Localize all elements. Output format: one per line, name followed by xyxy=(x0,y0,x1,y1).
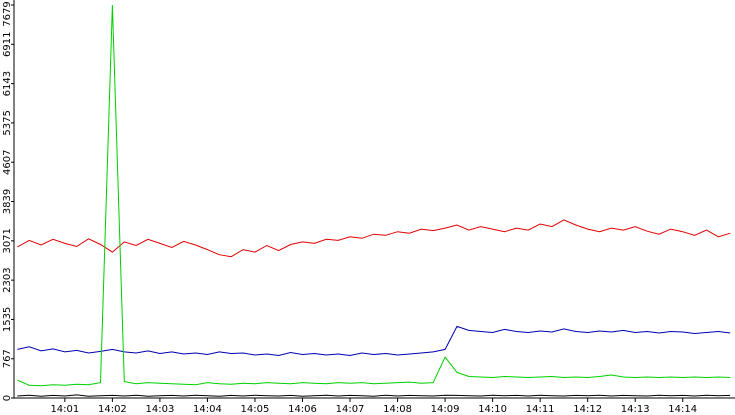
x-tick-label: 14:11 xyxy=(526,404,555,415)
x-tick-label: 14:12 xyxy=(573,404,602,415)
series-line xyxy=(17,4,731,387)
x-tick-label: 14:05 xyxy=(241,404,270,415)
series-line xyxy=(17,325,731,357)
x-tick-label: 14:09 xyxy=(431,404,460,415)
x-tick-label: 14:07 xyxy=(336,404,365,415)
x-tick-label: 14:03 xyxy=(145,404,174,415)
y-tick-label: 2303 xyxy=(2,267,13,292)
x-tick-label: 14:04 xyxy=(193,404,222,415)
x-tick-label: 14:14 xyxy=(668,404,697,415)
y-tick-label: 0 xyxy=(2,395,13,401)
y-tick-label: 7679 xyxy=(2,1,13,26)
x-tick-label: 14:02 xyxy=(98,404,127,415)
y-tick-label: 6911 xyxy=(2,32,13,57)
y-tick-label: 1535 xyxy=(2,307,13,332)
x-tick-label: 14:13 xyxy=(621,404,650,415)
x-tick-label: 14:01 xyxy=(50,404,79,415)
y-tick-label: 6143 xyxy=(2,71,13,96)
series-line xyxy=(17,394,731,397)
series-line xyxy=(17,219,731,258)
y-tick-label: 5375 xyxy=(2,110,13,135)
x-tick-label: 14:10 xyxy=(478,404,507,415)
y-tick-label: 4607 xyxy=(2,149,13,174)
x-tick-label: 14:06 xyxy=(288,404,317,415)
y-tick-label: 3839 xyxy=(2,189,13,214)
y-tick-label: 767 xyxy=(2,349,13,368)
x-tick-label: 14:08 xyxy=(383,404,412,415)
y-tick-label: 3071 xyxy=(2,228,13,253)
